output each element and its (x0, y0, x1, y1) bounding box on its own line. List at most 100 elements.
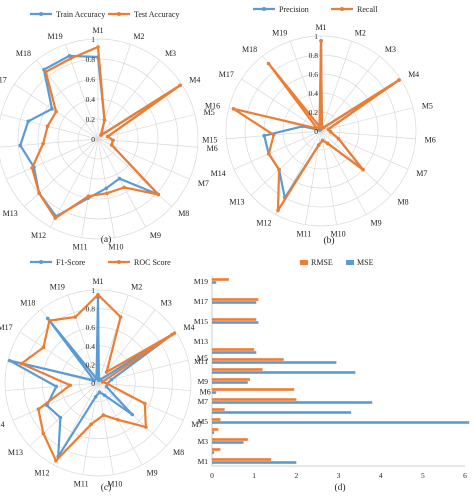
bar-mse (212, 421, 470, 424)
category-label: M18 (16, 49, 31, 58)
category-label: M17 (0, 75, 7, 84)
category-label: M1 (315, 23, 326, 32)
panel-label: (a) (101, 234, 112, 245)
series-point-1 (325, 141, 330, 146)
series-point-1 (104, 370, 109, 374)
series-point-0 (102, 393, 107, 398)
radar-panel-a: 0 0.2 0.4 0.6 0.8 1M1 M2 M3 M4 M5 M6 M7 M8 M9 M10 M11 M1… (0, 10, 218, 252)
series-line-1 (20, 293, 176, 462)
category-label: M19 (272, 29, 287, 38)
radar-spoke (5, 382, 99, 392)
bar-rmse (212, 378, 250, 381)
series-point-0 (50, 107, 54, 111)
series-point-1 (41, 431, 46, 436)
bar-mse (212, 371, 356, 374)
series-point-1 (41, 345, 46, 350)
radar-spoke (29, 382, 99, 447)
series-point-1 (96, 45, 100, 49)
series-point-1 (86, 194, 91, 199)
category-label: M10 (107, 480, 122, 489)
ring-tick-label: 0.8 (309, 51, 319, 60)
category-label: M9 (370, 218, 381, 227)
category-label: M8 (178, 209, 189, 218)
series-point-1 (271, 133, 276, 137)
series-point-0 (117, 176, 122, 181)
series-point-1 (100, 380, 105, 384)
category-tick-label: M15 (194, 317, 208, 326)
category-label: M18 (242, 45, 257, 54)
bar-mse (212, 321, 259, 324)
series-point-0 (67, 53, 72, 58)
category-label: M15 (202, 136, 217, 145)
series-point-0 (130, 412, 135, 417)
bar-mse (212, 281, 217, 284)
radar-spoke (97, 59, 160, 140)
legend-swatch (300, 260, 308, 265)
series-point-0 (58, 415, 63, 420)
panel-label: (c) (101, 482, 112, 493)
category-label: M2 (131, 283, 142, 292)
series-point-0 (18, 143, 23, 148)
bar-rmse (212, 458, 272, 461)
x-tick-label: 5 (421, 471, 425, 480)
series-point-1 (36, 407, 41, 411)
ring-tick-label: 1 (91, 35, 95, 44)
category-label: M3 (385, 45, 396, 54)
category-label: M1 (92, 26, 103, 35)
series-point-1 (116, 418, 120, 422)
series-point-1 (315, 126, 319, 131)
radar-spoke (0, 138, 99, 148)
series-line-0 (8, 296, 174, 458)
category-label: M14 (211, 169, 226, 178)
legend-label: Train Accuracy (56, 10, 105, 19)
legend-label: MSE (357, 258, 374, 267)
category-label: M7 (191, 420, 202, 429)
series-point-0 (54, 384, 59, 389)
category-label: M4 (183, 323, 194, 332)
series-point-1 (54, 458, 58, 463)
category-label: M11 (296, 230, 311, 239)
bar-mse (212, 351, 257, 354)
ring-tick-label: 0.6 (86, 75, 96, 84)
bar-rmse (212, 438, 248, 441)
radar-spoke (6, 138, 99, 180)
radar-spoke (67, 294, 99, 384)
category-label: M18 (20, 299, 35, 308)
series-point-1 (277, 167, 281, 172)
radar-spoke (50, 138, 99, 228)
radar-spoke (233, 130, 322, 170)
category-label: M3 (165, 49, 176, 58)
category-label: M1 (92, 277, 103, 286)
x-tick-label: 3 (337, 471, 341, 480)
bar-rmse (212, 398, 297, 401)
series-point-1 (361, 167, 365, 172)
series-point-1 (156, 192, 161, 197)
series-point-0 (97, 390, 102, 394)
bar-mse (212, 431, 215, 434)
category-label: M5 (204, 108, 215, 117)
x-tick-label: 6 (463, 471, 467, 480)
series-point-1 (30, 166, 34, 170)
category-label: M10 (108, 243, 123, 252)
series-point-1 (172, 331, 177, 335)
ring-tick-label: 0.4 (86, 342, 96, 351)
series-point-1 (178, 83, 182, 88)
ring-tick-label: 0.6 (86, 323, 96, 332)
bar-mse (212, 361, 337, 364)
legend-label: Test Accuracy (134, 10, 179, 19)
series-point-0 (94, 376, 99, 381)
category-tick-label: M1 (198, 457, 209, 466)
category-label: M9 (150, 231, 161, 240)
category-label: M13 (8, 448, 23, 457)
ring-tick-label: 0.2 (86, 115, 96, 124)
bar-rmse (212, 408, 225, 411)
series-point-1 (143, 401, 147, 406)
series-point-0 (7, 358, 12, 363)
category-label: M17 (219, 70, 234, 79)
category-label: M8 (398, 197, 409, 206)
ring-tick-label: 0 (91, 135, 95, 144)
bar-rmse (212, 428, 219, 431)
x-tick-label: 2 (294, 471, 298, 480)
series-point-1 (322, 125, 326, 130)
category-label: M4 (408, 70, 419, 79)
